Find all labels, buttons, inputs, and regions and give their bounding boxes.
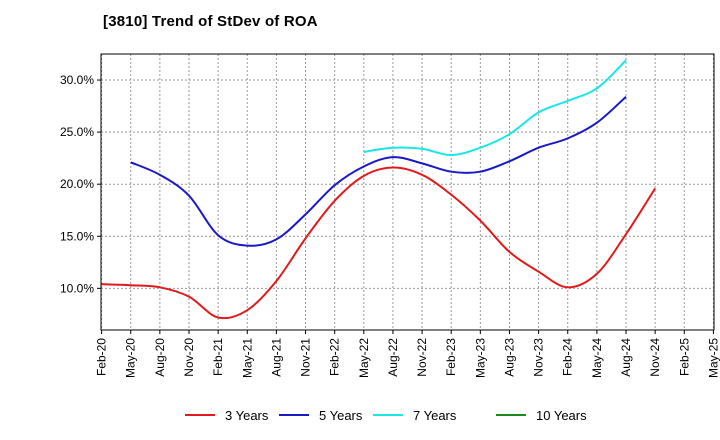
x-tick-label: Feb-23: [444, 338, 458, 376]
x-tick-label: Nov-24: [648, 338, 662, 377]
plot-area-background: [101, 54, 714, 330]
x-tick-label: May-23: [473, 338, 487, 378]
x-tick-label: Nov-23: [532, 338, 546, 377]
gridlines: [101, 54, 714, 330]
x-tick-label: May-24: [590, 338, 604, 378]
series-line-7-years: [363, 59, 627, 157]
y-tick-label: 15.0%: [60, 229, 94, 243]
chart-title: [3810] Trend of StDev of ROA: [103, 13, 318, 30]
series-line-5-years: [130, 95, 627, 247]
x-tick-label: Nov-21: [299, 338, 313, 377]
legend-label-3-years: 3 Years: [225, 408, 269, 423]
legend-label-10-years: 10 Years: [536, 408, 587, 423]
y-axis: 10.0% 15.0% 20.0% 25.0% 30.0%: [60, 73, 101, 295]
x-tick-label: May-22: [357, 338, 371, 378]
x-tick-label: Nov-20: [182, 338, 196, 377]
x-tick-label: Aug-21: [269, 338, 283, 377]
x-tick-label: Feb-25: [677, 338, 691, 376]
legend-label-7-years: 7 Years: [413, 408, 457, 423]
x-tick-label: Feb-21: [211, 338, 225, 376]
series-line-3-years: [101, 166, 656, 320]
legend: 3 Years 5 Years 7 Years 10 Years: [185, 408, 587, 423]
x-tick-label: Feb-24: [561, 338, 575, 376]
x-tick-label: Aug-22: [386, 338, 400, 377]
legend-label-5-years: 5 Years: [319, 408, 363, 423]
x-axis: Feb-20 May-20 Aug-20 Nov-20 Feb-21 May-21 Aug-…: [95, 330, 720, 378]
x-tick-label: Aug-20: [153, 338, 167, 377]
x-tick-label: Feb-20: [95, 338, 109, 376]
series-lines: [101, 59, 656, 320]
x-tick-label: May-21: [240, 338, 254, 378]
plot-area-border: [100, 53, 715, 331]
y-tick-label: 25.0%: [60, 125, 94, 139]
y-tick-label: 20.0%: [60, 177, 94, 191]
y-tick-label: 10.0%: [60, 281, 94, 295]
y-tick-label: 30.0%: [60, 73, 94, 87]
x-tick-label: May-20: [124, 338, 138, 378]
x-tick-label: Feb-22: [328, 338, 342, 376]
x-tick-label: Nov-22: [415, 338, 429, 377]
x-tick-label: May-25: [706, 338, 720, 378]
x-tick-label: Aug-24: [619, 338, 633, 377]
x-tick-label: Aug-23: [502, 338, 516, 377]
